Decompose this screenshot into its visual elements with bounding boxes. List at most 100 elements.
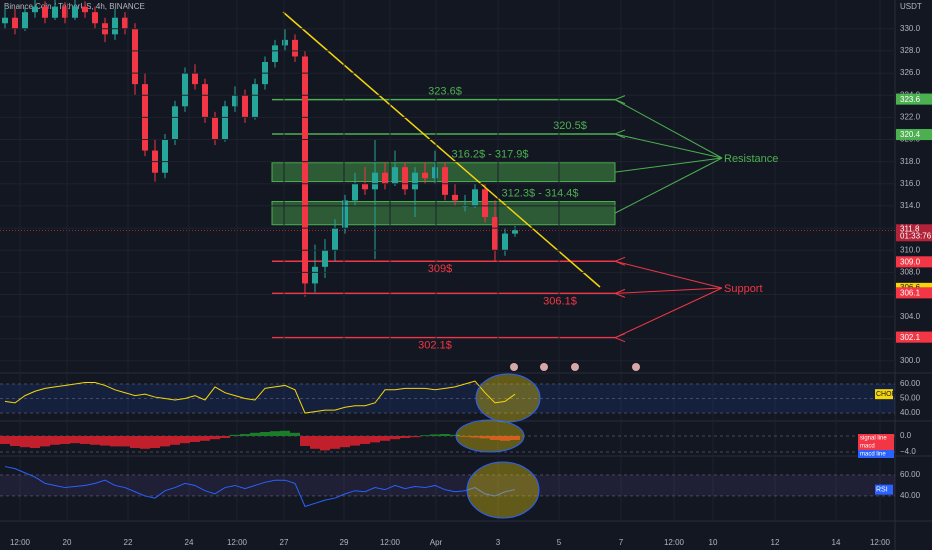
histogram-bar: [50, 436, 60, 445]
histogram-bar: [90, 436, 100, 445]
histogram-bar: [20, 436, 30, 448]
candle-body: [212, 117, 218, 140]
histogram-bar: [190, 436, 200, 442]
zone-label: 316.2$ - 317.9$: [451, 149, 528, 161]
histogram-bar: [210, 436, 220, 440]
histogram-bar: [110, 436, 120, 447]
x-tick-label: 27: [280, 538, 289, 547]
arrow-head: [613, 288, 626, 298]
price-tag: [896, 288, 932, 299]
price-tag: [896, 94, 932, 105]
candle-body: [302, 56, 308, 284]
histogram-bar: [480, 436, 490, 439]
candle-body: [162, 139, 168, 173]
candle-body: [12, 17, 18, 29]
candle-body: [492, 217, 498, 251]
annotation: Support: [724, 283, 763, 295]
level-label: 302.1$: [418, 340, 452, 352]
histogram-bar: [260, 432, 270, 436]
candle-body: [242, 95, 248, 118]
x-tick-label: 3: [496, 538, 501, 547]
histogram-bar: [370, 436, 380, 443]
candle-body: [332, 228, 338, 251]
histogram-bar: [0, 436, 10, 444]
candle-body: [122, 17, 128, 29]
candle-body: [412, 172, 418, 190]
chart-title: Binance Coin / TetherUS, 4h, BINANCE: [4, 2, 145, 11]
y-tick-label: 326.0: [900, 68, 921, 77]
indicator-tag: [858, 450, 894, 458]
indicator-name: CHOP: [876, 391, 897, 398]
candle-body: [482, 189, 488, 217]
level-label: 309$: [428, 263, 452, 275]
y-tick-label: 60.00: [900, 379, 921, 388]
x-tick-label: 12:00: [664, 538, 685, 547]
candle-body: [272, 45, 278, 62]
candle-body: [352, 183, 358, 201]
currency: USDT: [900, 2, 922, 11]
histogram-bar: [320, 436, 330, 451]
event-flag: [510, 363, 518, 371]
trend-line: [282, 11, 601, 288]
indicator-line: [4, 380, 516, 414]
y-tick-label: 304.0: [900, 312, 921, 321]
histogram-bar: [510, 436, 520, 440]
candle-body: [82, 6, 88, 13]
highlight: [455, 419, 525, 453]
x-tick-label: 12:00: [380, 538, 401, 547]
arrow: [614, 287, 723, 294]
y-tick-label: 60.00: [900, 470, 921, 479]
histogram-bar: [70, 436, 80, 444]
histogram-bar: [230, 434, 240, 436]
y-tick-label: 0.0: [900, 431, 912, 440]
histogram-bar: [160, 436, 170, 447]
histogram-bar: [430, 434, 440, 436]
candle-body: [62, 6, 68, 18]
candle-body: [312, 266, 318, 284]
histogram-bar: [200, 436, 210, 441]
candle-body: [132, 28, 138, 85]
candle-body: [22, 12, 28, 29]
histogram-bar: [360, 436, 370, 444]
indicator-name: macd: [860, 444, 875, 450]
y-tick-label: 40.00: [900, 408, 921, 417]
histogram-bar: [460, 436, 470, 437]
candle-body: [402, 167, 408, 190]
candle-body: [2, 17, 8, 24]
histogram-bar: [150, 436, 160, 448]
y-tick-label: 40.00: [900, 491, 921, 500]
candle-body: [422, 172, 428, 179]
histogram-bar: [340, 436, 350, 448]
histogram-bar: [30, 436, 40, 448]
candle-body: [202, 84, 208, 118]
histogram-bar: [310, 436, 320, 449]
price-tag-label: 323.6: [900, 95, 921, 104]
histogram-bar: [180, 436, 190, 444]
x-tick-label: 5: [557, 538, 562, 547]
candle-body: [502, 233, 508, 251]
highlight: [466, 461, 540, 519]
candle-body: [432, 167, 438, 179]
x-tick-label: 12:00: [870, 538, 891, 547]
price-tag-label: 309.0: [900, 258, 921, 267]
event-flag: [632, 363, 640, 371]
x-tick-label: 14: [832, 538, 841, 547]
histogram-bar: [60, 436, 70, 444]
histogram-bar: [500, 436, 510, 441]
candle-body: [442, 167, 448, 195]
histogram-bar: [10, 436, 20, 446]
candle-body: [192, 73, 198, 85]
x-tick-label: 22: [124, 538, 133, 547]
current-price-label: 311.8: [900, 224, 920, 233]
histogram-bar: [490, 436, 500, 440]
candle-body: [392, 167, 398, 184]
indicator-line: [4, 466, 516, 508]
candle-body: [222, 106, 228, 140]
y-tick-label: 314.0: [900, 201, 921, 210]
arrow: [614, 157, 723, 173]
histogram-bar: [280, 430, 290, 436]
candle-body: [512, 230, 518, 234]
y-tick-label: 328.0: [900, 46, 921, 55]
